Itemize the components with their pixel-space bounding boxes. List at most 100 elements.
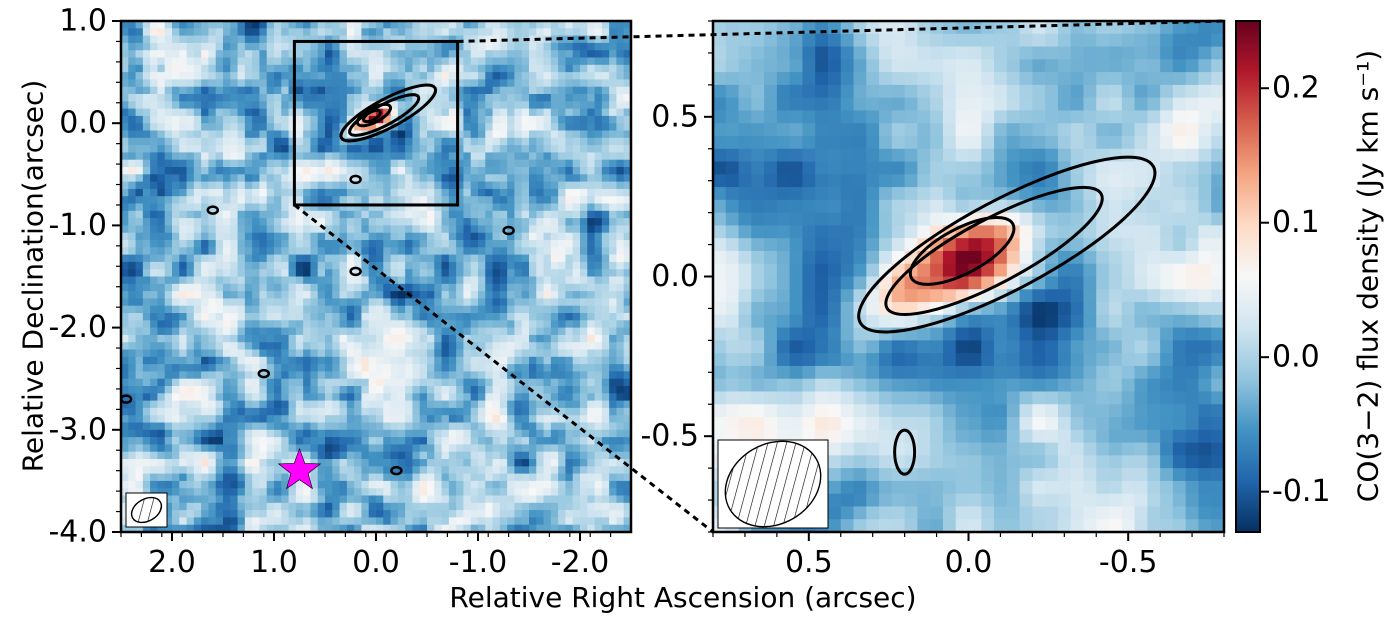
map-pixel	[361, 276, 370, 285]
map-pixel	[594, 181, 603, 190]
map-pixel	[521, 313, 530, 321]
map-pixel	[543, 495, 552, 504]
map-pixel	[295, 188, 304, 197]
map-pixel	[142, 137, 151, 146]
map-pixel	[361, 72, 370, 80]
map-pixel	[587, 276, 596, 285]
map-pixel	[244, 130, 253, 139]
map-pixel	[499, 473, 508, 482]
map-pixel	[223, 210, 231, 219]
map-pixel	[623, 167, 631, 175]
map-pixel	[543, 524, 552, 532]
map-pixel	[405, 298, 414, 307]
map-pixel	[128, 115, 137, 124]
map-pixel	[529, 42, 537, 51]
map-pixel	[142, 488, 151, 497]
map-pixel	[434, 203, 443, 212]
map-pixel	[616, 108, 625, 117]
map-pixel	[339, 459, 348, 467]
map-pixel	[405, 79, 414, 88]
map-pixel	[463, 35, 472, 44]
map-pixel	[128, 269, 137, 278]
map-pixel	[295, 422, 304, 431]
map-pixel	[288, 334, 297, 343]
map-pixel	[405, 101, 414, 110]
map-pixel	[499, 291, 508, 299]
map-pixel	[390, 320, 399, 329]
map-pixel	[412, 247, 421, 256]
map-pixel	[580, 488, 588, 497]
map-pixel	[193, 159, 202, 168]
map-pixel	[572, 50, 581, 59]
map-pixel	[594, 94, 603, 102]
map-pixel	[361, 188, 370, 197]
map-pixel	[237, 203, 246, 212]
map-pixel	[186, 159, 195, 168]
map-pixel	[550, 437, 559, 445]
map-pixel	[230, 495, 239, 504]
map-pixel	[609, 167, 618, 175]
map-pixel	[580, 378, 588, 387]
map-pixel	[121, 254, 129, 263]
map-pixel	[332, 466, 341, 475]
map-pixel	[558, 393, 567, 402]
map-pixel	[441, 437, 450, 445]
map-pixel	[383, 79, 392, 88]
map-pixel	[390, 510, 399, 518]
map-pixel	[405, 35, 414, 44]
map-pixel	[230, 364, 239, 372]
map-pixel	[237, 334, 246, 343]
map-pixel	[529, 86, 537, 95]
map-pixel	[230, 320, 239, 329]
map-pixel	[565, 466, 574, 475]
map-pixel	[346, 517, 355, 526]
map-pixel	[587, 218, 596, 226]
map-pixel	[419, 247, 428, 256]
map-pixel	[514, 283, 523, 292]
map-pixel	[587, 64, 596, 73]
map-pixel	[419, 451, 428, 460]
map-pixel	[193, 269, 202, 278]
map-pixel	[470, 72, 479, 80]
map-pixel	[215, 247, 224, 256]
map-pixel	[405, 94, 414, 102]
map-pixel	[478, 349, 486, 358]
map-pixel	[609, 108, 618, 117]
map-pixel	[376, 488, 384, 497]
map-pixel	[514, 79, 523, 88]
map-pixel	[230, 466, 239, 475]
map-pixel	[121, 510, 129, 518]
map-pixel	[580, 437, 588, 445]
map-pixel	[565, 283, 574, 292]
map-pixel	[485, 524, 494, 532]
map-pixel	[237, 298, 246, 307]
map-pixel	[623, 64, 631, 73]
map-pixel	[266, 174, 275, 183]
map-pixel	[266, 115, 275, 124]
map-pixel	[361, 429, 370, 438]
map-pixel	[121, 473, 129, 482]
map-pixel	[456, 524, 465, 532]
map-pixel	[274, 108, 282, 117]
map-pixel	[266, 437, 275, 445]
map-pixel	[135, 159, 144, 168]
map-pixel	[172, 480, 180, 489]
map-pixel	[346, 21, 355, 29]
map-pixel	[550, 459, 559, 467]
map-pixel	[317, 101, 326, 110]
map-pixel	[310, 196, 319, 205]
x-tick-left-label: 0.0	[352, 545, 400, 580]
map-pixel	[397, 480, 406, 489]
map-pixel	[237, 159, 246, 168]
map-pixel	[485, 225, 494, 234]
map-pixel	[601, 444, 610, 453]
map-pixel	[390, 473, 399, 482]
map-pixel	[470, 108, 479, 117]
map-pixel	[215, 386, 224, 394]
map-pixel	[295, 28, 304, 37]
map-pixel	[223, 437, 231, 445]
map-pixel	[361, 152, 370, 161]
map-pixel	[266, 488, 275, 497]
map-pixel	[499, 218, 508, 226]
map-pixel	[201, 386, 210, 394]
